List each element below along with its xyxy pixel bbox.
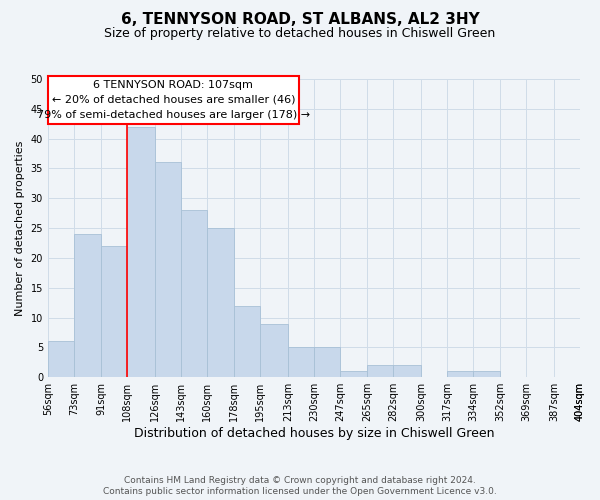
X-axis label: Distribution of detached houses by size in Chiswell Green: Distribution of detached houses by size … [134, 427, 494, 440]
Bar [101, 246, 127, 377]
Bar [74, 234, 101, 377]
Bar [260, 324, 288, 377]
Text: Contains public sector information licensed under the Open Government Licence v3: Contains public sector information licen… [103, 487, 497, 496]
Y-axis label: Number of detached properties: Number of detached properties [15, 140, 25, 316]
Bar [181, 210, 207, 377]
Bar [207, 228, 235, 377]
Text: 6, TENNYSON ROAD, ST ALBANS, AL2 3HY: 6, TENNYSON ROAD, ST ALBANS, AL2 3HY [121, 12, 479, 28]
Bar [127, 126, 155, 377]
Bar [288, 348, 314, 377]
FancyBboxPatch shape [48, 76, 299, 124]
Bar [367, 366, 394, 377]
Text: Size of property relative to detached houses in Chiswell Green: Size of property relative to detached ho… [104, 28, 496, 40]
Bar [235, 306, 260, 377]
Bar [340, 371, 367, 377]
Bar [314, 348, 340, 377]
Bar [473, 371, 500, 377]
Bar [394, 366, 421, 377]
Text: 6 TENNYSON ROAD: 107sqm
← 20% of detached houses are smaller (46)
79% of semi-de: 6 TENNYSON ROAD: 107sqm ← 20% of detache… [37, 80, 310, 120]
Text: Contains HM Land Registry data © Crown copyright and database right 2024.: Contains HM Land Registry data © Crown c… [124, 476, 476, 485]
Bar [447, 371, 473, 377]
Bar [48, 342, 74, 377]
Bar [155, 162, 181, 377]
